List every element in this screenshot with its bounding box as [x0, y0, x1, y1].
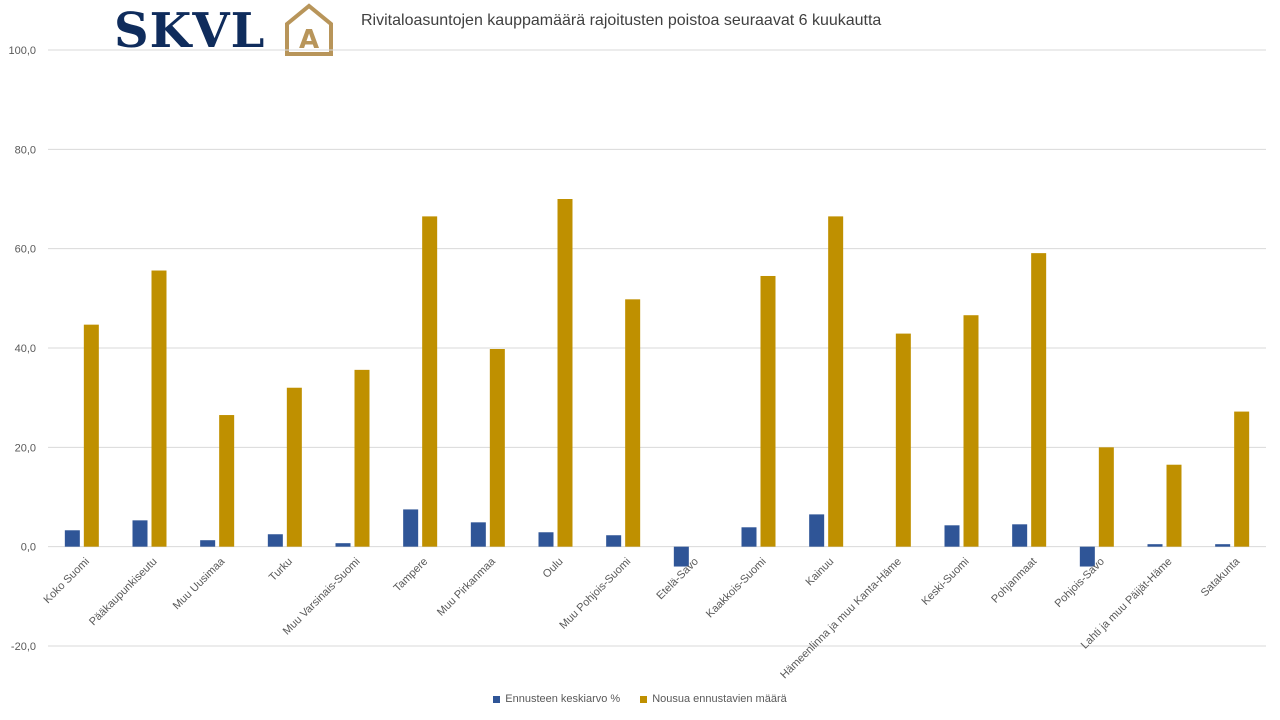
bar — [1031, 253, 1047, 547]
bar — [422, 216, 438, 547]
category-label: Muu Varsinais-Suomi — [281, 556, 363, 638]
bar — [403, 509, 419, 547]
bar — [1098, 447, 1114, 547]
logo-mark-letter: A — [299, 25, 319, 55]
bar — [944, 525, 960, 547]
y-tick-label: 60,0 — [15, 244, 36, 256]
bar — [625, 299, 641, 547]
legend-label: Nousua ennustavien määrä — [652, 693, 787, 705]
bar — [741, 527, 757, 547]
category-label: Satakunta — [1199, 555, 1243, 599]
bar — [83, 324, 99, 547]
y-tick-label: 100,0 — [8, 45, 36, 57]
bar — [489, 348, 505, 547]
category-label: Tampere — [392, 556, 431, 595]
bar — [1166, 464, 1182, 547]
y-tick-label: -20,0 — [11, 641, 36, 653]
category-label: Pohjanmaat — [989, 556, 1039, 606]
legend-swatch — [640, 695, 648, 703]
bar — [151, 270, 167, 547]
bar — [809, 514, 825, 547]
bar — [963, 315, 979, 547]
legend-label: Ennusteen keskiarvo % — [505, 693, 621, 705]
bar — [132, 520, 148, 547]
bar — [1215, 544, 1231, 547]
bar — [1234, 411, 1250, 547]
category-label: Muu Pirkanmaa — [435, 555, 499, 619]
logo-house-icon: A — [285, 3, 333, 56]
bar — [267, 534, 283, 547]
category-label: Turku — [267, 556, 295, 584]
category-label: Pääkaupunkiseutu — [87, 556, 159, 628]
y-tick-label: 40,0 — [15, 343, 36, 355]
bar — [606, 535, 622, 547]
legend-item: Nousua ennustavien määrä — [640, 693, 787, 705]
bar — [673, 546, 689, 567]
bar — [219, 415, 235, 547]
bar — [760, 275, 776, 547]
chart-legend: Ennusteen keskiarvo % Nousua ennustavien … — [0, 693, 1280, 706]
bar — [1147, 544, 1163, 547]
bar — [538, 532, 554, 547]
category-label: Kainuu — [804, 556, 837, 589]
category-label: Pohjois-Savo — [1053, 556, 1107, 610]
legend-item: Ennusteen keskiarvo % — [493, 693, 620, 705]
y-tick-label: 20,0 — [15, 442, 36, 454]
bar — [557, 199, 573, 547]
legend-swatch — [493, 695, 501, 703]
bar — [828, 216, 844, 547]
bar — [1079, 546, 1095, 567]
bar — [470, 522, 486, 547]
bar — [64, 530, 80, 547]
y-tick-label: 0,0 — [21, 542, 36, 554]
category-label: Koko Suomi — [42, 556, 92, 606]
bar — [895, 333, 911, 547]
category-label: Keski-Suomi — [919, 556, 971, 608]
y-tick-label: 80,0 — [15, 144, 36, 156]
category-label: Kaakkois-Suomi — [704, 556, 769, 621]
chart-title: Rivitaloasuntojen kauppamäärä rajoituste… — [361, 12, 882, 29]
bar — [200, 540, 216, 547]
category-label: Muu Uusimaa — [171, 555, 228, 612]
bar — [1012, 524, 1028, 547]
category-label: Oulu — [541, 556, 566, 581]
bar — [286, 387, 302, 547]
category-label: Hämeenlinna ja muu Kanta-Häme — [778, 556, 904, 682]
category-label: Muu Pohjois-Suomi — [557, 556, 633, 632]
bar — [354, 369, 370, 547]
bar — [335, 543, 351, 547]
